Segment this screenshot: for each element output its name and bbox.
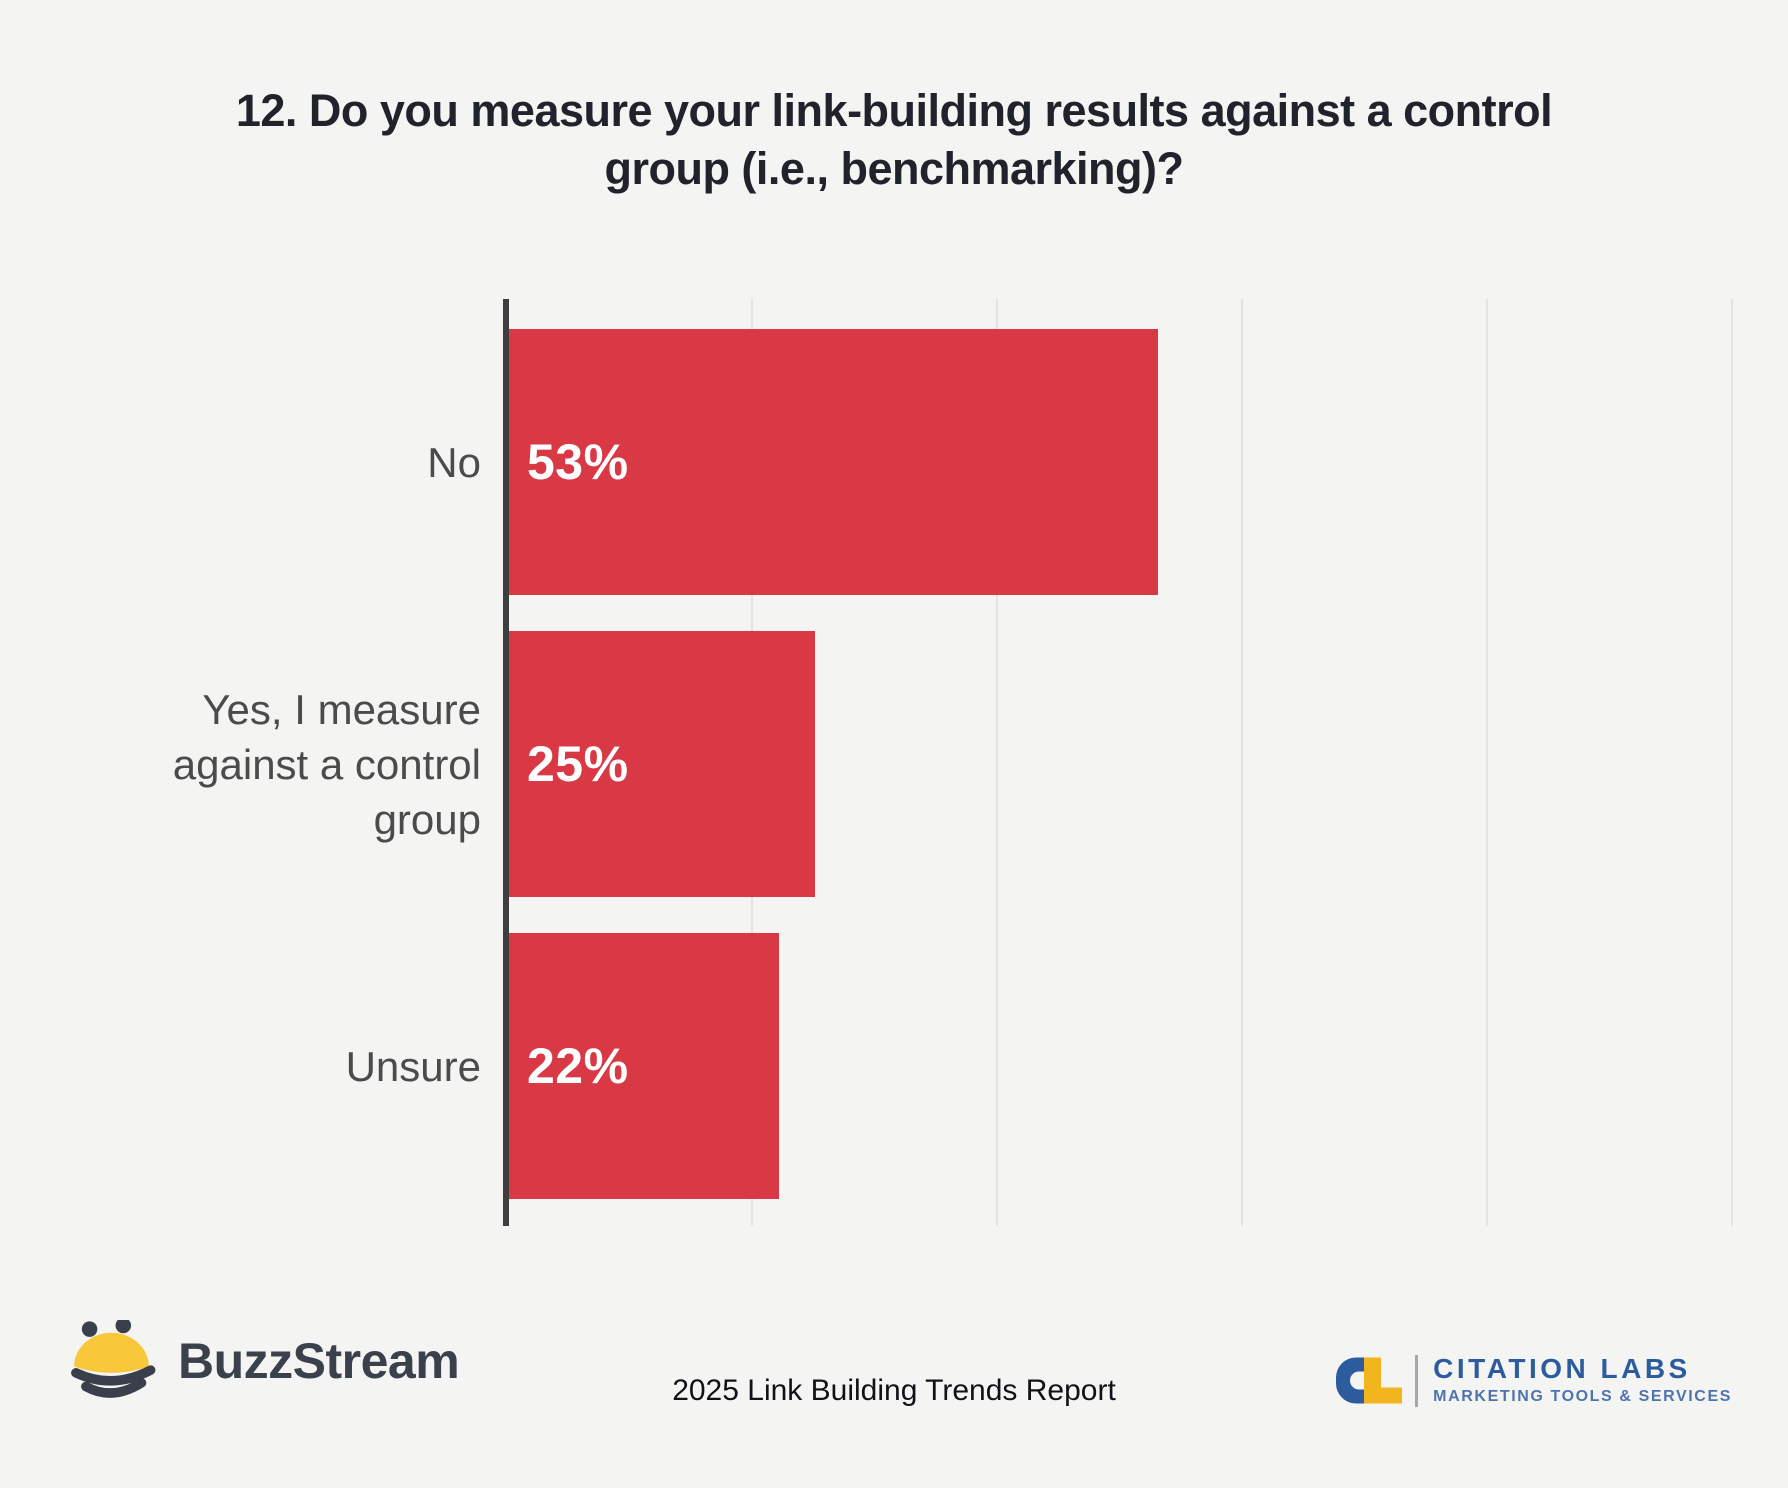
report-label: 2025 Link Building Trends Report: [672, 1374, 1116, 1407]
chart-title-line2: group (i.e., benchmarking)?: [604, 143, 1184, 194]
bar-chart: No 53% Yes, I measure against a control gr…: [0, 299, 1788, 1226]
citation-labs-name: CITATION LABS: [1433, 1353, 1691, 1384]
buzzstream-logo: BuzzStream: [70, 1320, 460, 1402]
bar: 25%: [509, 631, 816, 897]
bar: 22%: [509, 933, 779, 1199]
buzzstream-wordmark: BuzzStream: [178, 1333, 460, 1389]
buzzstream-bee-icon: [71, 1320, 156, 1398]
value-label: 22%: [527, 1038, 629, 1094]
gridline-40pct: [996, 299, 998, 1226]
bar-row: Unsure 22%: [0, 933, 1788, 1199]
value-label: 25%: [527, 736, 629, 792]
chart-rows: No 53% Yes, I measure against a control gr…: [0, 299, 1788, 1226]
chart-title: 12. Do you measure your link-building re…: [0, 82, 1788, 198]
gridline-80pct: [1486, 299, 1488, 1226]
category-label: Unsure: [345, 1042, 481, 1090]
bar-row: Yes, I measure against a control group 25…: [0, 631, 1788, 897]
citation-labs-logo: CITATION LABS MARKETING TOOLS & SERVICES: [1336, 1354, 1732, 1407]
citation-labs-tagline: MARKETING TOOLS & SERVICES: [1433, 1388, 1732, 1405]
chart-title-line1: 12. Do you measure your link-building re…: [235, 85, 1553, 136]
value-label: 53%: [527, 434, 629, 490]
bar-row: No 53%: [0, 329, 1788, 595]
bar: 53%: [509, 329, 1159, 595]
category-label: No: [427, 438, 481, 486]
citation-labs-cl-mark: [1336, 1357, 1403, 1403]
y-axis-line: [503, 299, 509, 1226]
gridline-60pct: [1241, 299, 1243, 1226]
gridline-100pct: [1731, 299, 1733, 1226]
citation-labs-divider: [1415, 1354, 1419, 1407]
category-label: Yes, I measure against a control group: [172, 685, 481, 843]
